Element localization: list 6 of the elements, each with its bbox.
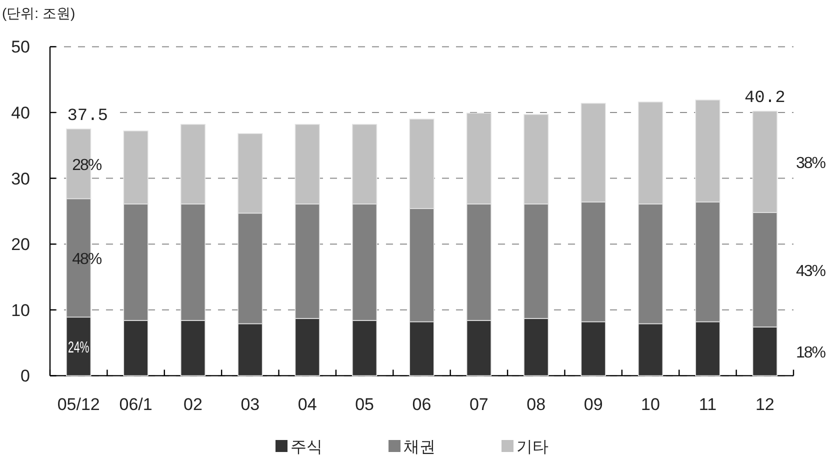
annotation: 24% [68, 339, 100, 356]
annotation: 28% [72, 156, 102, 174]
ylabel: (단위: 조원) [2, 5, 76, 21]
annotation: 18% [796, 344, 826, 362]
annotation: 43% [796, 262, 826, 280]
annotation: 38% [796, 154, 826, 172]
